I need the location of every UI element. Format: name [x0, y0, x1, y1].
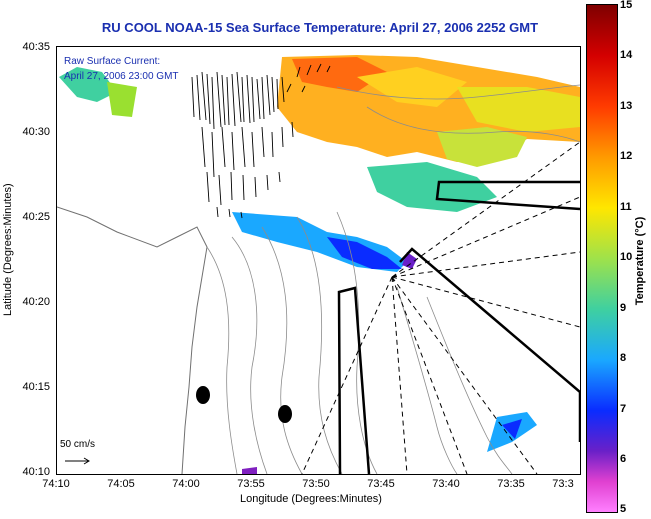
buoy-marker[interactable] — [278, 405, 292, 423]
sst-warm-patches — [277, 55, 580, 167]
current-legend-time: April 27, 2006 23:00 GMT — [64, 71, 179, 82]
scale-label: 50 cm/s — [60, 439, 96, 450]
x-axis-title: Longitude (Degrees:Minutes) — [240, 493, 382, 505]
coastline — [57, 206, 208, 474]
x-tick-label: 73:35 — [497, 478, 525, 490]
y-tick-label: 40:25 — [22, 211, 50, 223]
map-title: RU COOL NOAA-15 Sea Surface Temperature:… — [101, 20, 539, 35]
x-tick-label: 73:55 — [237, 478, 265, 490]
x-tick-label: 73:45 — [367, 478, 395, 490]
y-axis-title: Latitude (Degrees:Minutes) — [2, 183, 14, 316]
y-tick-label: 40:30 — [22, 126, 50, 138]
scale-arrow — [65, 457, 90, 465]
y-tick-label: 40:15 — [22, 381, 50, 393]
x-tick-label: 74:05 — [107, 478, 135, 490]
colorbar-title: Temperature (°C) — [634, 216, 646, 306]
buoy-marker[interactable] — [196, 386, 210, 404]
temperature-colorbar — [586, 4, 618, 513]
current-vectors — [191, 63, 331, 219]
bathymetry-contours — [206, 84, 580, 474]
current-legend-title: Raw Surface Current: — [64, 56, 161, 67]
x-tick-label: 74:00 — [172, 478, 200, 490]
map-panel[interactable] — [56, 46, 581, 475]
colorbar-tick: 7 — [620, 403, 627, 415]
y-tick-label: 40:35 — [22, 41, 50, 53]
colorbar-tick: 5 — [620, 503, 627, 515]
colorbar-tick: 13 — [620, 100, 633, 112]
x-tick-label: 74:10 — [42, 478, 70, 490]
colorbar-tick: 12 — [620, 150, 633, 162]
y-tick-label: 40:10 — [22, 466, 50, 478]
y-tick-label: 40:20 — [22, 296, 50, 308]
colorbar-tick: 8 — [620, 352, 627, 364]
x-tick-label: 73:40 — [432, 478, 460, 490]
sst-map — [57, 55, 580, 474]
colorbar-tick: 11 — [620, 201, 632, 213]
colorbar-tick: 6 — [620, 453, 627, 465]
colorbar-tick: 15 — [620, 0, 633, 11]
x-tick-label: 73:50 — [302, 478, 330, 490]
colorbar-tick: 10 — [620, 251, 633, 263]
colorbar-tick: 9 — [620, 302, 627, 314]
x-tick-label: 73:3 — [552, 478, 574, 490]
coverage-radials — [301, 141, 580, 474]
transect-boxes — [337, 180, 580, 474]
colorbar-tick: 14 — [620, 49, 633, 61]
sst-cool-patches — [59, 67, 537, 474]
